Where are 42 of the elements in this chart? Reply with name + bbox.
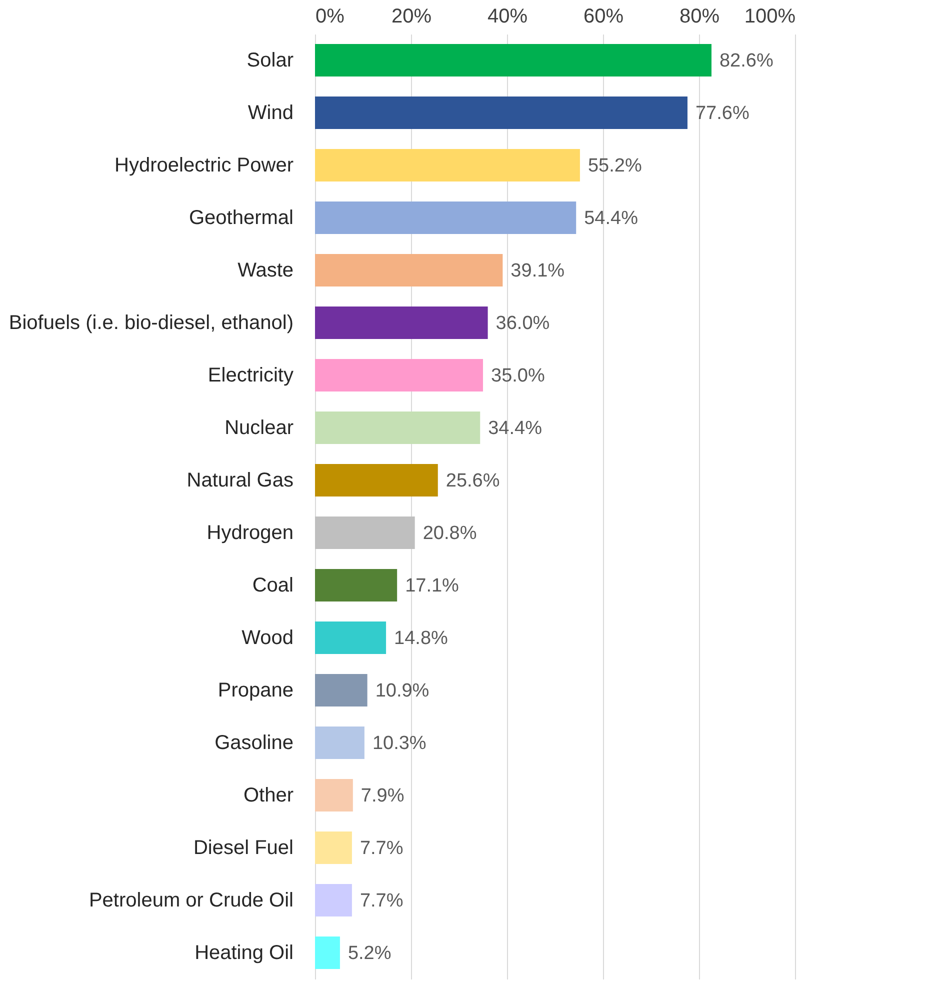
data-label: 25.6% — [446, 470, 500, 492]
data-label: 7.9% — [360, 785, 404, 806]
y-tick-label: Gasoline — [214, 732, 294, 754]
x-tick-label: 80% — [679, 6, 720, 28]
data-label: 55.2% — [588, 155, 642, 176]
data-label: 7.7% — [360, 838, 404, 859]
y-tick-label: Natural Gas — [186, 469, 294, 492]
data-label: 34.4% — [488, 418, 542, 439]
y-tick-label: Wood — [242, 626, 294, 649]
y-tick-label: Nuclear — [224, 416, 294, 439]
data-label: 39.1% — [510, 260, 565, 282]
data-label: 5.2% — [348, 942, 392, 964]
x-tick-label: 20% — [391, 6, 432, 28]
y-tick-label: Other — [243, 784, 294, 806]
y-tick-label: Hydroelectric Power — [114, 154, 294, 176]
data-label: 20.8% — [422, 522, 477, 544]
data-label: 82.6% — [719, 50, 774, 72]
data-label: 14.8% — [394, 628, 448, 649]
data-label: 36.0% — [496, 312, 550, 334]
data-label: 17.1% — [405, 575, 460, 596]
x-tick-label: 0% — [316, 6, 345, 28]
y-tick-label: Biofuels (i.e. bio-diesel, ethanol) — [8, 312, 294, 334]
y-tick-label: Geothermal — [189, 206, 294, 229]
data-label: 10.3% — [372, 732, 426, 754]
y-tick-label: Wind — [248, 102, 294, 124]
data-label: 10.9% — [375, 680, 430, 702]
y-tick-label: Electricity — [208, 364, 294, 386]
y-tick-label: Hydrogen — [206, 522, 294, 544]
x-tick-label: 40% — [487, 6, 528, 28]
x-tick-label: 60% — [583, 6, 624, 28]
data-label: 77.6% — [695, 102, 750, 124]
y-tick-label: Waste — [238, 259, 294, 282]
y-tick-label: Coal — [252, 574, 294, 596]
y-tick-label: Petroleum or Crude Oil — [88, 889, 294, 912]
data-label: 35.0% — [491, 365, 545, 386]
y-tick-label: Heating Oil — [194, 942, 294, 964]
x-tick-label: 100% — [744, 6, 796, 28]
data-label: 7.7% — [360, 890, 404, 912]
y-tick-label: Solar — [246, 49, 294, 72]
y-tick-label: Diesel Fuel — [193, 836, 294, 859]
data-label: 54.4% — [584, 208, 638, 229]
y-tick-label: Propane — [218, 679, 294, 702]
